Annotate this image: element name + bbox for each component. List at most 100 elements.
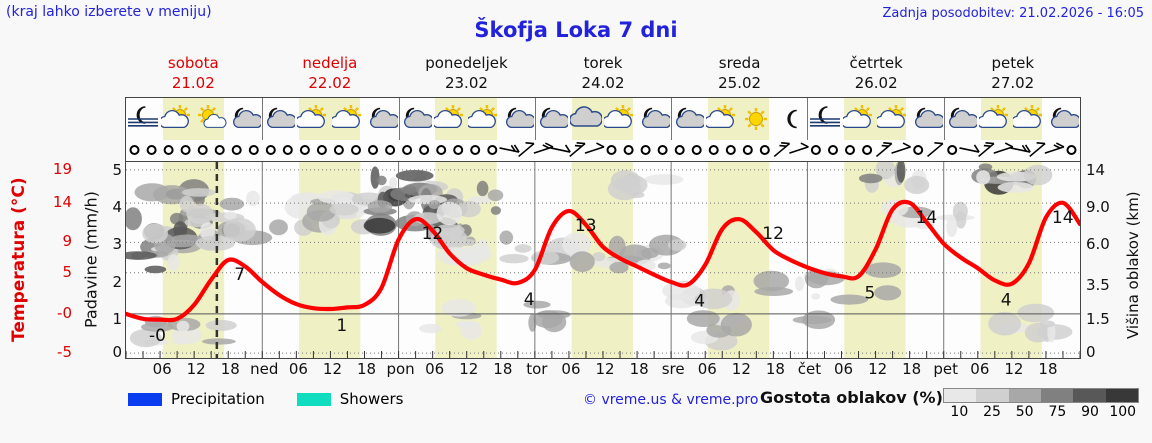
calm-wind-symbol <box>197 145 208 155</box>
cloud-blob <box>657 262 671 270</box>
cloud-blob <box>896 162 906 183</box>
weather-icon-cloud <box>569 98 603 140</box>
cloud-blob <box>126 207 142 231</box>
calm-wind-symbol <box>146 145 157 155</box>
weather-icon-sun-cloud <box>160 98 194 140</box>
day-separator-lines <box>261 162 945 358</box>
cloud-blob <box>167 254 180 271</box>
cloud-blob <box>173 221 188 239</box>
calm-wind-symbol <box>828 145 838 155</box>
wind-barb <box>959 144 980 153</box>
cloud-density-step <box>944 389 977 402</box>
weather-icon-strip <box>126 98 1080 140</box>
page-title: Škofja Loka 7 dni <box>474 18 678 42</box>
temperature-label: -0 <box>149 326 166 346</box>
cloud-height-tick: 6.0 <box>1086 235 1110 254</box>
day-header-row: sobota 21.02 nedelja 22.02 ponedeljek 23.02 to… <box>125 53 1081 95</box>
wind-barb <box>773 142 791 158</box>
weather-icon-sun-cloud <box>296 98 330 140</box>
cloud-blob <box>446 238 477 247</box>
cloud-density-step <box>976 389 1009 402</box>
cloud-blob <box>644 174 684 185</box>
cloud-blob <box>487 189 504 202</box>
weather-icon-sun-cloud <box>876 98 910 140</box>
cloud-blob <box>171 234 204 244</box>
cloud-blob <box>181 188 216 197</box>
precipitation-tick-labels: 5 4 3 2 1 0 <box>100 160 122 362</box>
weather-icon-sun-cloud <box>978 98 1012 140</box>
calm-wind-symbol <box>385 145 396 155</box>
day-name: torek <box>583 54 623 72</box>
x-axis-label: 18 <box>1038 360 1058 378</box>
meteogram-plot-area: -07112413412514414314 <box>126 162 1080 358</box>
cloud-density-step <box>1008 389 1041 402</box>
cloud-blob <box>667 239 687 251</box>
cloud-blob <box>988 311 1021 336</box>
x-axis-label: ned <box>250 360 279 378</box>
cloud-density-field <box>126 162 1073 351</box>
cloud-blob <box>794 276 805 292</box>
temp-tick: 5 <box>62 262 72 281</box>
temp-tick: -5 <box>57 343 72 362</box>
wind-barb <box>533 142 554 154</box>
calm-wind-symbol <box>402 145 413 155</box>
calm-wind-symbol <box>947 145 958 155</box>
precipitation-tick: 3 <box>112 235 122 254</box>
x-axis-label: 06 <box>833 360 854 378</box>
day-separator-icons <box>943 98 945 140</box>
temperature-curve <box>126 199 1080 323</box>
calm-wind-symbol <box>129 145 140 155</box>
weather-icon-moon-cloud <box>399 98 433 140</box>
x-axis-label: 12 <box>868 360 888 378</box>
cloud-density-value: 75 <box>1048 404 1067 420</box>
cloud-blob <box>172 337 188 345</box>
temperature-label: 14 <box>916 208 938 228</box>
calm-wind-symbol <box>657 145 668 155</box>
cloud-blob <box>490 206 501 215</box>
temperature-label: 12 <box>422 224 444 244</box>
cloud-height-tick: 14 <box>1086 160 1106 179</box>
x-axis-label: 06 <box>425 360 445 378</box>
x-axis-minor-ticks <box>126 351 1080 358</box>
temperature-label: 5 <box>865 283 876 303</box>
weather-icon-moon-cloud <box>671 98 705 140</box>
weather-icon-sun-cloud <box>330 98 364 140</box>
precipitation-legend: Precipitation Showers <box>128 388 403 410</box>
day-separator-icons <box>398 98 400 140</box>
cloud-blob <box>176 320 190 332</box>
x-axis-label: 18 <box>902 360 922 378</box>
weather-icon-sun-cloud <box>603 98 637 140</box>
cloud-density-legend-title: Gostota oblakov (%) <box>760 388 943 407</box>
wind-barb-strip <box>126 140 1080 162</box>
cloud-blob <box>904 175 930 195</box>
precipitation-tick: 5 <box>112 160 122 179</box>
day-header-četrtek: četrtek 26.02 <box>808 53 945 95</box>
x-axis-label: 18 <box>765 360 785 378</box>
calm-wind-symbol <box>265 145 276 155</box>
x-axis-label: 18 <box>220 360 240 378</box>
wind-barb <box>1010 144 1031 153</box>
cloud-blob <box>523 300 551 309</box>
cloud-blob <box>537 310 571 320</box>
x-axis-label: 18 <box>356 360 377 378</box>
weather-icon-moon-cloud <box>637 98 671 140</box>
temperature-label: 7 <box>234 265 245 285</box>
wind-barb <box>789 142 809 154</box>
calm-wind-symbol <box>862 145 873 155</box>
x-axis-label: tor <box>526 360 548 378</box>
cloud-density-value: 100 <box>1109 404 1137 420</box>
x-axis-label: sre <box>661 360 685 378</box>
x-axis-label: pon <box>386 360 415 378</box>
precipitation-swatch <box>128 392 162 406</box>
calm-wind-symbol <box>282 145 293 155</box>
temperature-label: 4 <box>694 292 705 312</box>
wind-barb <box>875 142 893 158</box>
day-separator-icons <box>671 98 673 140</box>
temperature-axis-title: Temperatura (°C) <box>9 177 29 343</box>
wind-barb <box>569 142 586 158</box>
cloud-blob <box>205 319 237 331</box>
day-date: 26.02 <box>854 74 898 92</box>
cloud-blob <box>1047 322 1056 343</box>
x-axis-label: 12 <box>186 360 206 378</box>
weather-icon-sun <box>739 98 773 140</box>
